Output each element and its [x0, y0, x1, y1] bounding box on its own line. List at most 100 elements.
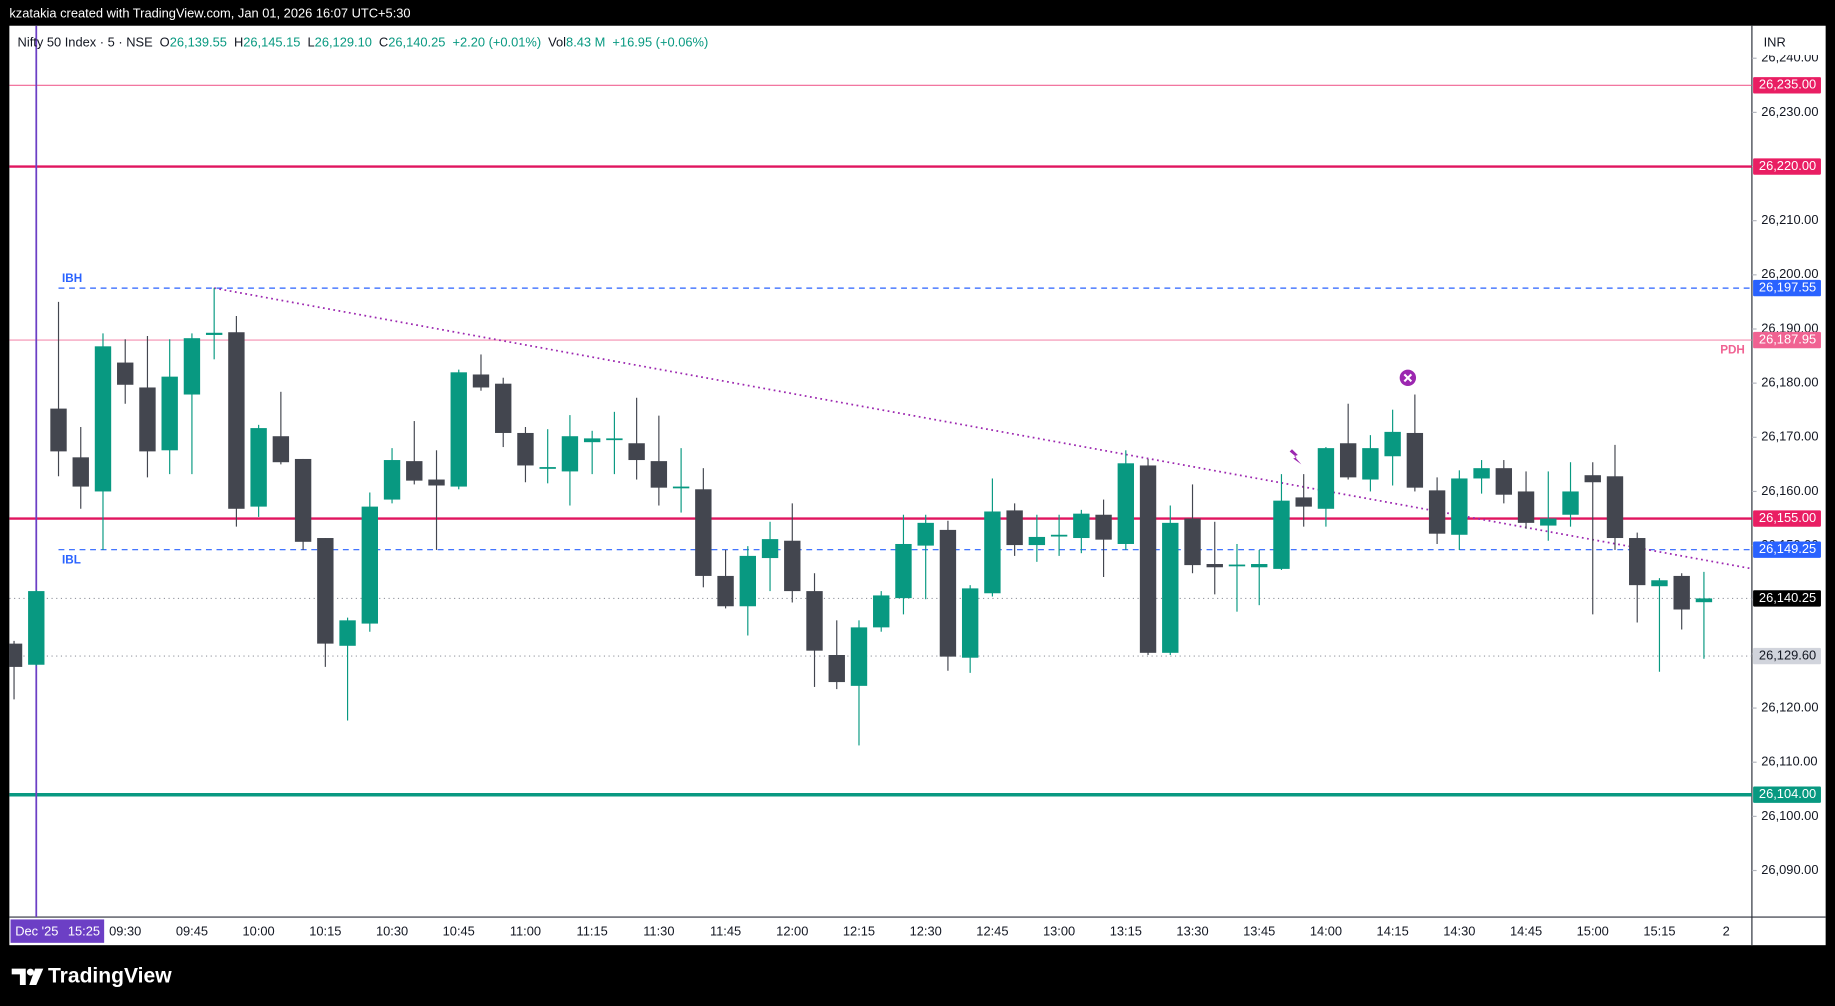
level-name: PDH [1720, 344, 1745, 357]
candle-body [583, 438, 601, 443]
currency-bg [1753, 26, 1825, 55]
legend-item: C [379, 35, 388, 50]
x-tick-label: 14:30 [1443, 924, 1475, 939]
price-tag [1753, 590, 1821, 607]
logo-mark [11, 968, 26, 985]
candle-body [650, 461, 668, 488]
candle-body [1451, 478, 1468, 535]
plot: IBH PDH IBL [9, 25, 1752, 918]
legend-item: 8.43 M [566, 35, 605, 50]
candle-body [1384, 431, 1401, 457]
x-tick-label: 09:45 [176, 924, 208, 939]
crosshair-date: Dec '25 [15, 924, 58, 939]
candle-body [961, 588, 979, 658]
level-name: IBH [62, 272, 82, 285]
candle-body [250, 428, 267, 507]
y-tick-label: 26,120.00 [1761, 699, 1818, 714]
candle-body [383, 460, 401, 500]
x-tick-label: 12:45 [976, 924, 1008, 939]
candle-body [450, 372, 467, 487]
candle-body [1362, 448, 1379, 480]
time-axis: Dec '25 15:25 09:30 09:45 10:00 10:15 10:30 10:… [10, 919, 1730, 943]
price-tag-label: 26,140.25 [1759, 590, 1816, 605]
candle-body [1095, 514, 1112, 540]
x-tick-label: 11:00 [510, 924, 541, 939]
candle-body [1028, 536, 1046, 546]
candle-body [939, 529, 957, 657]
candle-body [1517, 491, 1535, 523]
candle-body [139, 387, 156, 452]
candle-body [1006, 510, 1023, 546]
x-tick-label: 10:00 [243, 924, 275, 939]
price-tag-label: 26,235.00 [1759, 77, 1816, 92]
legend-item: 26,129.10 [315, 35, 372, 50]
brand: TradingView [48, 964, 172, 987]
candle-body [1562, 491, 1579, 515]
candle-body [1651, 580, 1668, 587]
lightning-icon [1289, 449, 1302, 465]
candle-body [1339, 443, 1357, 478]
price-tag-label: 26,129.60 [1759, 647, 1816, 662]
y-tick-label: 26,200.00 [1761, 266, 1818, 281]
candle-body [895, 543, 912, 599]
candle-body [1406, 432, 1424, 488]
x-tick-label: 14:15 [1377, 924, 1409, 939]
y-tick-label: 26,090.00 [1761, 862, 1818, 877]
candle-body [1139, 465, 1157, 653]
cross-icon-mark [1403, 373, 1413, 383]
candle-body [317, 538, 334, 644]
price-tag [1753, 331, 1821, 349]
x-tick-label: 10:15 [309, 924, 341, 939]
candle-body [339, 620, 356, 646]
x-tick-label: 2 [1723, 924, 1730, 939]
legend-item: 26,139.55 [170, 35, 227, 50]
candle-body [1117, 463, 1135, 544]
candle-body [228, 332, 245, 509]
logo-mark [26, 968, 34, 976]
candle-body [428, 479, 445, 486]
candle-body [28, 591, 45, 665]
y-tick-label: 26,180.00 [1761, 375, 1818, 390]
candle-body [50, 408, 67, 452]
candle-body [117, 362, 134, 385]
candle-body [539, 467, 556, 469]
price-tag-label: 26,197.55 [1759, 280, 1816, 295]
legend-item: Nifty 50 Index · 5 · NSE [18, 35, 154, 50]
candle-body [828, 654, 845, 683]
x-tick-label: 10:30 [376, 924, 408, 939]
candle-body [984, 511, 1001, 594]
x-tick-label: 12:00 [776, 924, 808, 939]
crosshair-time: 15:25 [68, 924, 100, 939]
x-tick-label: 13:00 [1043, 924, 1075, 939]
legend: Nifty 50 Index · 5 · NSE O26,139.55 H26,14… [18, 35, 709, 50]
price-tag [1753, 510, 1821, 527]
level-name: IBL [62, 553, 81, 566]
x-tick-label: 13:15 [1110, 924, 1142, 939]
x-tick-label: 14:00 [1310, 924, 1342, 939]
candle-body [1228, 564, 1246, 567]
candle-body [94, 346, 112, 492]
candle-body [406, 461, 423, 481]
candle-body [561, 436, 579, 472]
header-text: kzatakia created with TradingView.com, J… [9, 5, 410, 20]
candle-body [1273, 500, 1290, 569]
x-tick-label: 11:45 [710, 924, 741, 939]
price-tag [1753, 541, 1821, 558]
legend-item: 26,145.15 [243, 35, 300, 50]
y-tick-label: 26,210.00 [1761, 212, 1818, 227]
candle-body [72, 457, 89, 487]
candle-body [628, 443, 645, 461]
candle-body [517, 432, 534, 466]
price-tag-label: 26,104.00 [1759, 786, 1816, 801]
price-tag [1753, 647, 1821, 665]
y-tick-label: 26,230.00 [1761, 104, 1818, 119]
candle-body [161, 376, 178, 451]
candle-body [9, 643, 23, 667]
price-tag-label: 26,220.00 [1759, 158, 1816, 173]
x-tick-label: 13:30 [1176, 924, 1208, 939]
legend-item: Vol [548, 35, 566, 50]
candle-body [1050, 534, 1068, 537]
candle-body [1317, 448, 1335, 509]
legend-item: +2.20 (+0.01%) [452, 35, 541, 50]
